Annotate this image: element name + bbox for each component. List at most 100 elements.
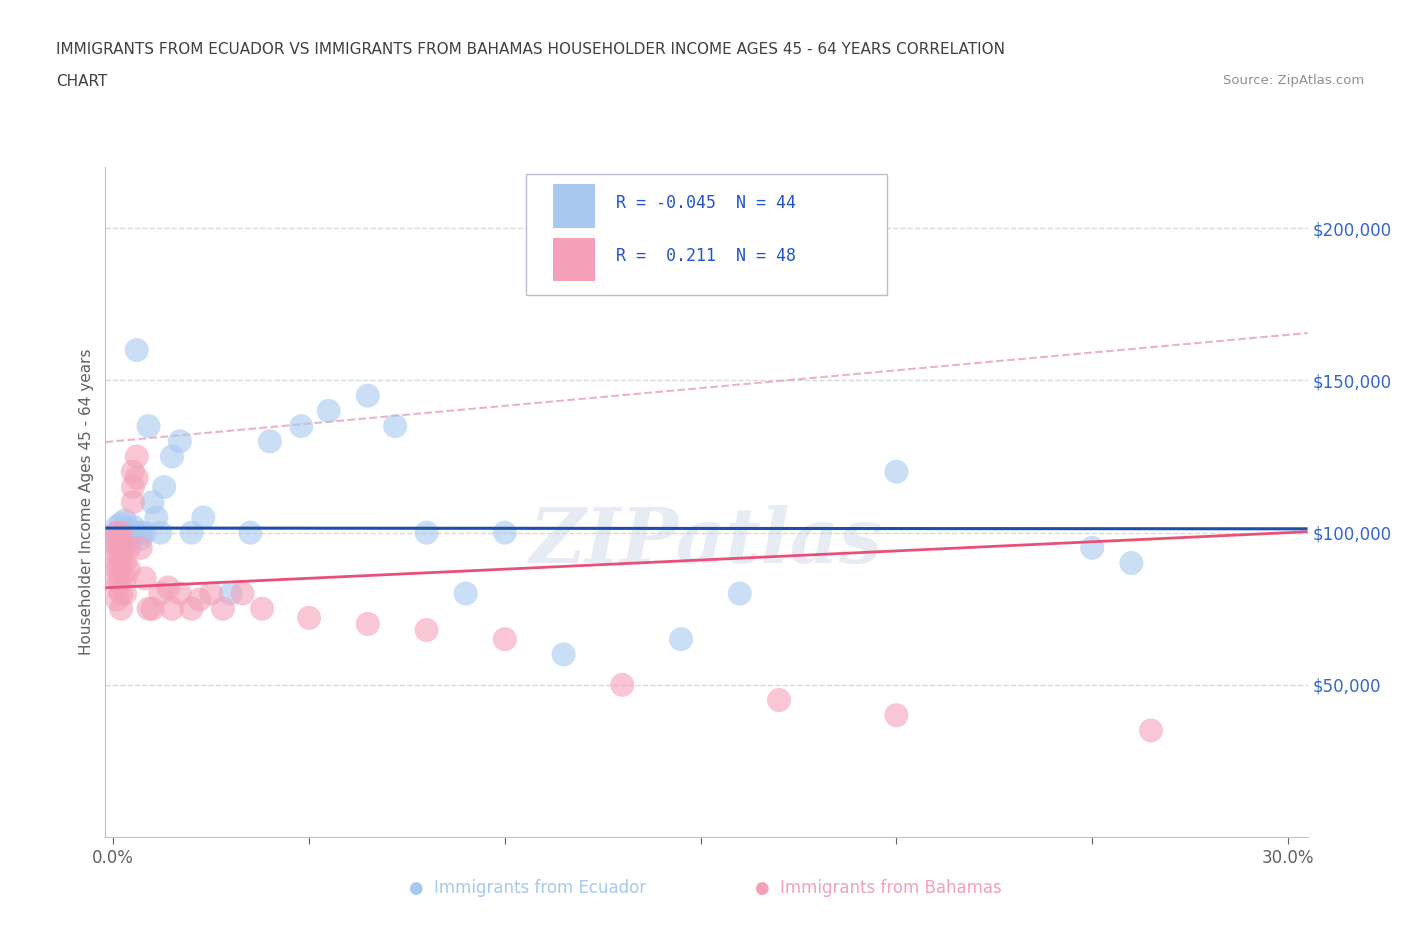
Point	[114, 571, 136, 586]
Point	[114, 540, 136, 555]
Point	[114, 555, 136, 570]
Point	[494, 631, 516, 646]
Point	[118, 540, 141, 555]
Point	[110, 525, 132, 540]
Point	[298, 610, 321, 625]
Point	[157, 580, 180, 595]
Point	[110, 602, 132, 617]
Point	[149, 586, 172, 601]
Point	[121, 480, 143, 495]
Point	[129, 540, 152, 555]
Point	[357, 617, 380, 631]
Point	[105, 592, 128, 607]
Bar	[553, 237, 595, 281]
Point	[118, 562, 141, 577]
Point	[145, 510, 167, 525]
Point	[219, 586, 242, 601]
Point	[768, 693, 790, 708]
Point	[290, 418, 312, 433]
Point	[553, 647, 575, 662]
Point	[134, 525, 156, 540]
Point	[250, 602, 273, 617]
Point	[114, 528, 136, 543]
Point	[193, 510, 215, 525]
Point	[121, 519, 143, 534]
Point	[114, 525, 136, 540]
Point	[169, 434, 191, 449]
Point	[110, 540, 132, 555]
Point	[110, 555, 132, 570]
Point	[415, 525, 437, 540]
Point	[134, 571, 156, 586]
Point	[121, 464, 143, 479]
Point	[118, 522, 141, 537]
Point	[105, 525, 128, 540]
Point	[110, 535, 132, 550]
Point	[138, 602, 160, 617]
Point	[141, 495, 163, 510]
Point	[114, 586, 136, 601]
Point	[886, 708, 908, 723]
Point	[239, 525, 262, 540]
Point	[105, 531, 128, 546]
Point	[110, 516, 132, 531]
Point	[129, 531, 152, 546]
Text: ●  Immigrants from Bahamas: ● Immigrants from Bahamas	[755, 879, 1002, 897]
Text: R =  0.211  N = 48: R = 0.211 N = 48	[616, 247, 796, 265]
Point	[149, 525, 172, 540]
Point	[357, 388, 380, 403]
Point	[125, 471, 148, 485]
Point	[259, 434, 281, 449]
Point	[105, 555, 128, 570]
Point	[125, 449, 148, 464]
Text: CHART: CHART	[56, 74, 108, 89]
Point	[105, 547, 128, 562]
Point	[105, 571, 128, 586]
Point	[669, 631, 692, 646]
Point	[125, 342, 148, 357]
Point	[612, 677, 634, 692]
Point	[231, 586, 253, 601]
Point	[105, 519, 128, 534]
Point	[886, 464, 908, 479]
Point	[180, 602, 202, 617]
Point	[121, 525, 143, 540]
Point	[188, 592, 211, 607]
Point	[1081, 540, 1104, 555]
FancyBboxPatch shape	[526, 174, 887, 295]
Point	[153, 480, 176, 495]
Point	[169, 586, 191, 601]
Point	[114, 513, 136, 528]
Y-axis label: Householder Income Ages 45 - 64 years: Householder Income Ages 45 - 64 years	[79, 349, 94, 656]
Point	[200, 586, 222, 601]
Point	[110, 525, 132, 540]
Point	[415, 622, 437, 637]
Point	[105, 525, 128, 540]
Point	[160, 449, 183, 464]
Point	[160, 602, 183, 617]
Point	[110, 571, 132, 586]
Point	[454, 586, 477, 601]
Point	[728, 586, 751, 601]
Point	[141, 602, 163, 617]
Text: R = -0.045  N = 44: R = -0.045 N = 44	[616, 193, 796, 212]
Text: ●  Immigrants from Ecuador: ● Immigrants from Ecuador	[409, 879, 645, 897]
Point	[129, 525, 152, 540]
Point	[105, 538, 128, 552]
Point	[318, 404, 340, 418]
Text: IMMIGRANTS FROM ECUADOR VS IMMIGRANTS FROM BAHAMAS HOUSEHOLDER INCOME AGES 45 - : IMMIGRANTS FROM ECUADOR VS IMMIGRANTS FR…	[56, 42, 1005, 57]
Text: Source: ZipAtlas.com: Source: ZipAtlas.com	[1223, 74, 1364, 87]
Point	[105, 562, 128, 577]
Point	[105, 540, 128, 555]
Point	[118, 531, 141, 546]
Point	[121, 495, 143, 510]
Bar	[553, 184, 595, 228]
Point	[384, 418, 406, 433]
Point	[110, 586, 132, 601]
Point	[105, 531, 128, 546]
Point	[212, 602, 235, 617]
Point	[180, 525, 202, 540]
Text: ZIPatlas: ZIPatlas	[530, 505, 883, 579]
Point	[138, 418, 160, 433]
Point	[125, 525, 148, 540]
